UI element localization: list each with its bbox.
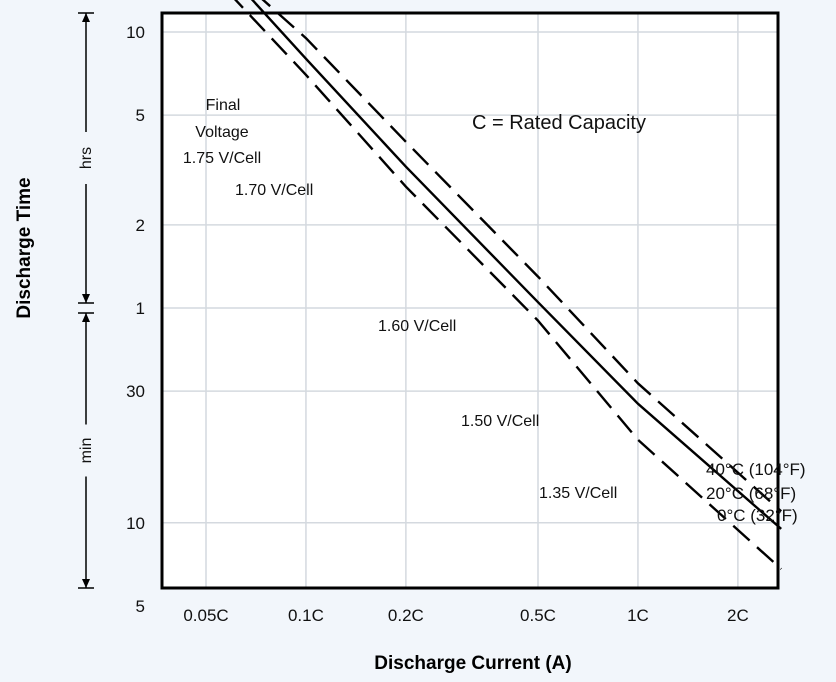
x-tick-label: 0.2C [388, 606, 424, 625]
plot-background [162, 13, 778, 588]
x-tick-label: 0.1C [288, 606, 324, 625]
y-tick-label: 2 [136, 216, 145, 235]
annotation-1-70-v-cell: 1.70 V/Cell [235, 182, 313, 199]
annotation-1-50-v-cell: 1.50 V/Cell [461, 413, 539, 430]
series-line-1 [261, 0, 782, 513]
series-layer [234, 0, 783, 570]
series-label-1: 40°C (104°F) [706, 460, 806, 479]
y-unit-brackets: hrs min [78, 12, 95, 589]
y-tick-label: 10 [126, 23, 145, 42]
grid-layer [162, 13, 778, 588]
x-tick-label: 0.05C [183, 606, 228, 625]
series-line-2 [250, 0, 782, 530]
x-axis-title: Discharge Current (A) [374, 653, 571, 674]
annotation-voltage: Voltage [195, 124, 248, 141]
y-tick-label: 5 [136, 597, 145, 616]
annotation-1-60-v-cell: 1.60 V/Cell [378, 318, 456, 335]
y-tick-label: 5 [136, 106, 145, 125]
series-label-2: 20°C (68°F) [706, 484, 796, 503]
annotation-1-35-v-cell: 1.35 V/Cell [539, 485, 617, 502]
annotation-layer: Final Voltage 1.75 V/Cell 1.70 V/Cell 1.60 V… [183, 97, 806, 525]
y-tick-label: 1 [136, 299, 145, 318]
time-unit-label-min: min [78, 438, 95, 464]
plot-frame [160, 11, 780, 590]
y-tick-label: 30 [126, 382, 145, 401]
time-unit-bracket-min: min [78, 312, 95, 589]
x-tick-label: 0.5C [520, 606, 556, 625]
y-tick-label: 10 [126, 514, 145, 533]
series-label-3: 0°C (32°F) [717, 506, 798, 525]
series-line-3 [234, 0, 783, 570]
time-unit-label-hrs: hrs [78, 147, 95, 169]
x-tick-label: 2C [727, 606, 749, 625]
annotation-1-75-v-cell: 1.75 V/Cell [183, 150, 261, 167]
time-unit-bracket-hrs: hrs [78, 12, 95, 304]
annotation-final: Final [206, 97, 241, 114]
annotation-rated-capacity: C = Rated Capacity [472, 112, 646, 134]
x-tick-label: 1C [627, 606, 649, 625]
y-axis-title: Discharge Time [14, 177, 35, 318]
